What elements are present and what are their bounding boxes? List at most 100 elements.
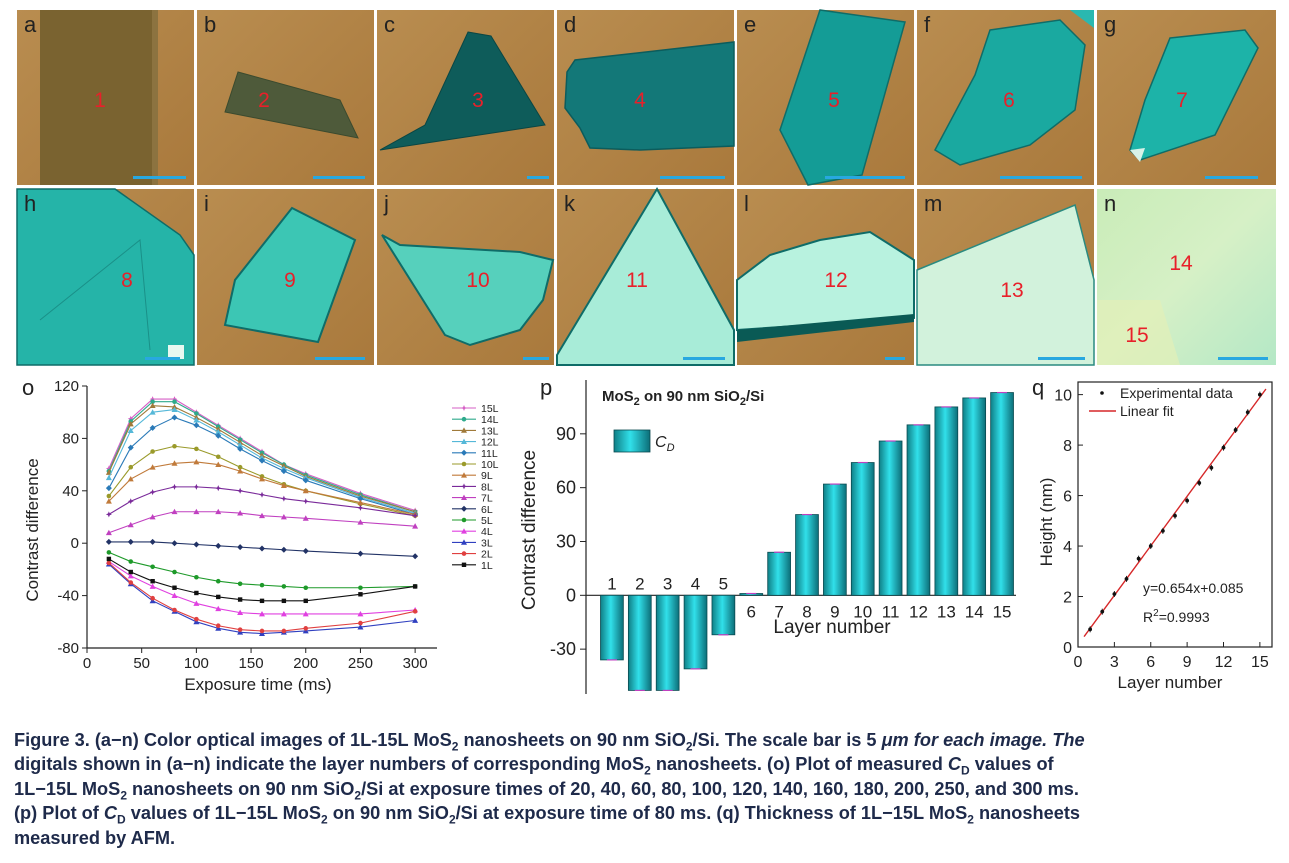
data-point xyxy=(127,415,134,422)
panel-m: m 13 xyxy=(916,189,1095,366)
category-label: 1 xyxy=(607,574,616,593)
legend-label-2L: 2L xyxy=(481,549,493,561)
data-point xyxy=(237,609,244,616)
panel-letter-g: g xyxy=(1104,12,1116,37)
data-point xyxy=(237,464,243,470)
category-label: 14 xyxy=(965,602,984,621)
data-point xyxy=(302,548,309,555)
panel-l: l 12 xyxy=(736,189,915,365)
data-point xyxy=(302,477,309,484)
series-line-15L xyxy=(108,398,416,511)
data-point xyxy=(237,544,244,551)
data-point xyxy=(215,542,222,549)
data-point xyxy=(194,616,199,622)
data-point xyxy=(172,399,177,405)
data-point xyxy=(259,582,265,588)
panel-letter-o: o xyxy=(22,375,34,400)
legend-marker-15L xyxy=(461,405,467,411)
data-point xyxy=(149,597,156,604)
scale-bar xyxy=(1218,357,1268,360)
scale-bar xyxy=(1205,176,1258,179)
legend-marker-1L xyxy=(461,562,467,567)
data-point xyxy=(259,457,265,464)
data-point xyxy=(280,514,287,520)
data-point xyxy=(194,411,199,416)
scale-bar xyxy=(145,357,180,360)
caption-line-4: (p) Plot of CD values of 1L−15L MoS2 on … xyxy=(14,803,1081,827)
data-point xyxy=(193,508,200,515)
caption-line-2: digitals shown in (a−n) indicate the lay… xyxy=(14,754,1054,779)
panel-letter-i: i xyxy=(204,191,209,216)
layer-number-13: 13 xyxy=(1000,279,1023,302)
panel-letter-e: e xyxy=(744,12,756,37)
flake-11 xyxy=(556,186,735,366)
data-point xyxy=(259,545,265,552)
series-line-3L xyxy=(108,563,416,635)
layer-number-14: 14 xyxy=(1169,252,1193,275)
data-point xyxy=(303,598,308,604)
flake-8 xyxy=(16,188,195,366)
data-point xyxy=(149,489,156,496)
data-point xyxy=(1209,465,1214,470)
panel-c: c 3 xyxy=(377,10,554,185)
data-point xyxy=(1088,627,1093,632)
panel-j: j 10 xyxy=(377,189,555,365)
panel-letter-h: h xyxy=(24,191,36,216)
series-line-1L xyxy=(108,558,416,602)
series-14L xyxy=(106,399,418,515)
chart-o-ylabel: Contrast difference xyxy=(23,458,42,601)
data-point xyxy=(358,592,363,597)
data-point xyxy=(150,564,155,570)
data-point xyxy=(106,550,112,555)
data-point xyxy=(193,483,200,490)
data-point xyxy=(280,546,287,553)
bar-layer-5 xyxy=(711,594,736,636)
data-point xyxy=(280,495,287,502)
chart-q-ylabel: Height (nm) xyxy=(1037,478,1056,567)
data-point xyxy=(127,476,134,482)
layer-number-1: 1 xyxy=(94,89,106,112)
optical-images-row-1: a 1 b 2 c 3 d 4 xyxy=(17,9,1276,186)
panel-letter-d: d xyxy=(564,12,576,37)
category-label: 5 xyxy=(719,574,728,593)
chart-q-axes: 0 3 6 9 12 15 0 2 4 6 8 10 xyxy=(1054,381,1273,671)
data-point xyxy=(127,521,134,528)
data-point xyxy=(1160,529,1165,533)
data-point xyxy=(357,624,364,630)
data-point xyxy=(237,627,243,632)
y-tick-label: -30 xyxy=(550,639,576,659)
legend-label-11L: 11L xyxy=(481,448,498,460)
caption-line-3: 1L−15L MoS2 nanosheets on 90 nm SiO2/Si … xyxy=(14,778,1079,803)
data-point xyxy=(127,420,134,427)
layer-number-8: 8 xyxy=(121,269,133,292)
data-point xyxy=(1221,445,1226,450)
panel-letter-f: f xyxy=(924,12,931,37)
panel-h: h 8 xyxy=(16,188,195,366)
data-point xyxy=(149,514,156,520)
data-point xyxy=(259,628,265,634)
data-point xyxy=(106,556,112,562)
panel-i: i 9 xyxy=(197,189,374,365)
x-tick-label: 3 xyxy=(1110,654,1119,671)
data-point xyxy=(357,495,364,502)
series-line-4L xyxy=(108,561,416,615)
y-tick-label: 0 xyxy=(71,535,79,552)
category-label: 9 xyxy=(830,602,839,621)
data-point xyxy=(194,574,199,580)
series-7L xyxy=(105,508,419,536)
data-point xyxy=(280,610,287,617)
y-tick-label: 8 xyxy=(1063,438,1072,455)
data-point xyxy=(259,491,265,498)
panel-letter-k: k xyxy=(564,191,576,216)
data-point xyxy=(171,396,178,403)
x-tick-label: 300 xyxy=(403,655,428,672)
y-tick-label: 30 xyxy=(556,531,576,551)
data-point xyxy=(105,474,112,481)
legend-marker-4L xyxy=(461,528,467,534)
layer-number-2: 2 xyxy=(258,89,270,112)
panel-f: f 6 xyxy=(917,10,1094,185)
chart-q-height-vs-layer: q 0 3 6 9 12 15 0 2 4 6 8 10 Experimental data Line… xyxy=(1032,375,1273,692)
data-point xyxy=(302,487,309,494)
chart-q-plot xyxy=(1083,388,1267,638)
flake-1 xyxy=(40,10,152,185)
